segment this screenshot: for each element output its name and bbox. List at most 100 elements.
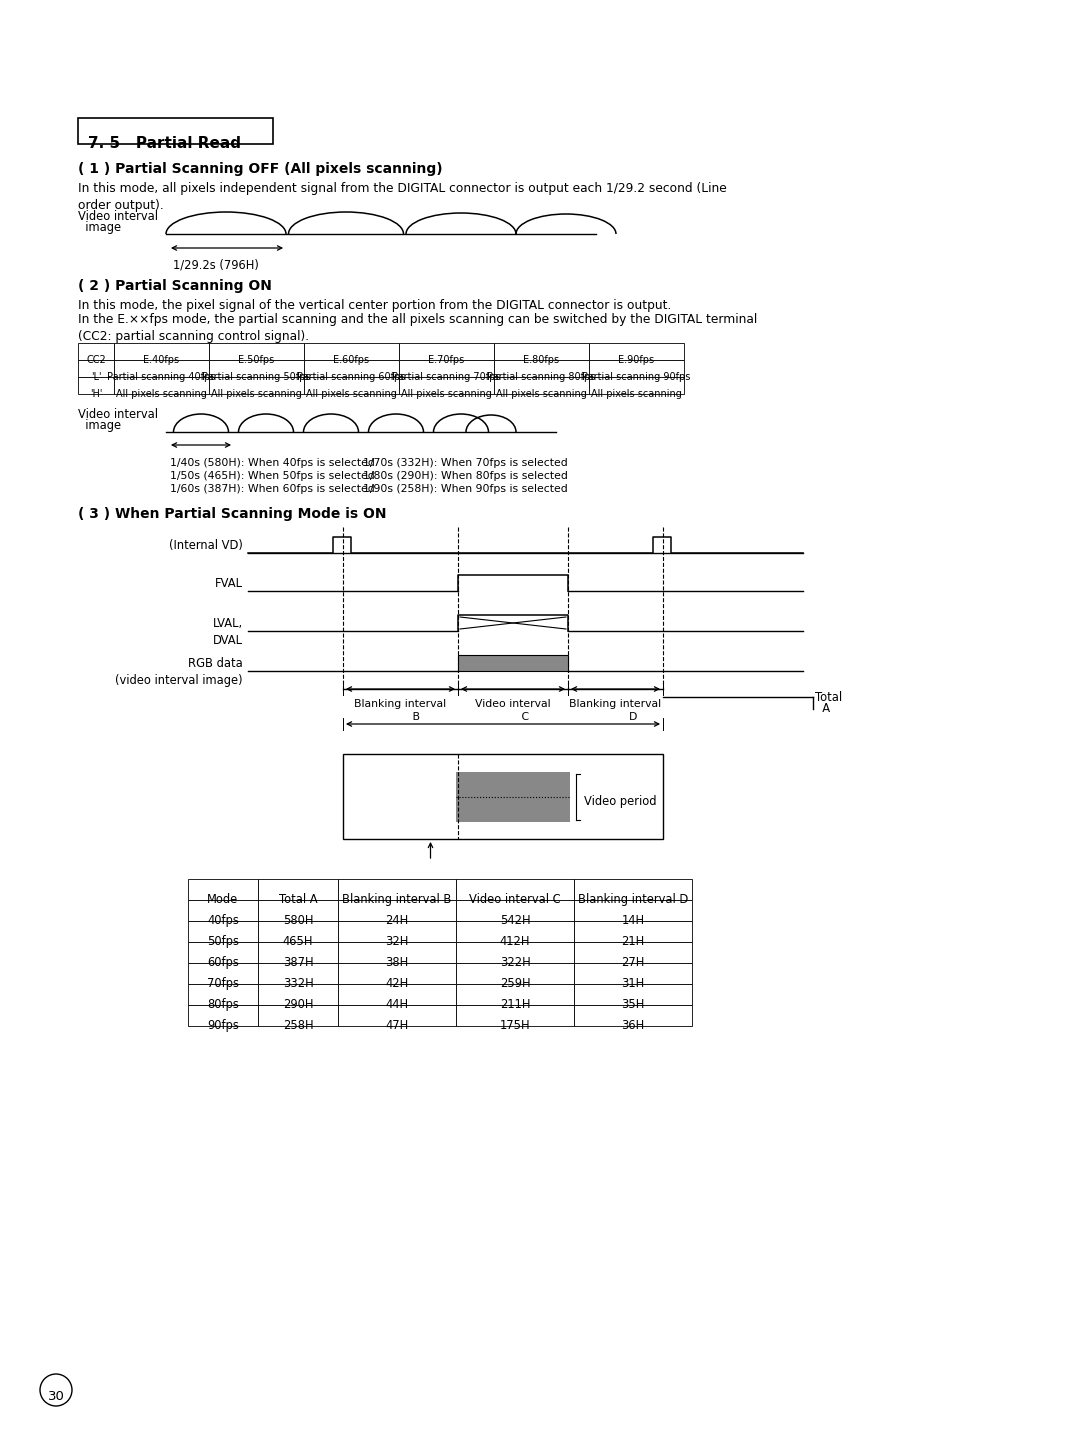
- Bar: [456, 900, 573, 920]
- Text: In this mode, all pixels independent signal from the DIGITAL connector is output: In this mode, all pixels independent sig…: [78, 182, 727, 213]
- Text: All pixels scanning: All pixels scanning: [116, 389, 207, 399]
- Text: 27H: 27H: [621, 956, 645, 969]
- Text: In this mode, the pixel signal of the vertical center portion from the DIGITAL c: In this mode, the pixel signal of the ve…: [78, 299, 672, 312]
- Bar: [258, 1005, 338, 1025]
- Bar: [114, 343, 210, 360]
- Text: (Internal VD): (Internal VD): [170, 538, 243, 551]
- Text: 1/40s (580H): When 40fps is selected
1/50s (465H): When 50fps is selected
1/60s : 1/40s (580H): When 40fps is selected 1/5…: [170, 458, 375, 494]
- Bar: [573, 964, 692, 984]
- Text: 80fps: 80fps: [207, 998, 239, 1011]
- Text: ( 1 ) Partial Scanning OFF (All pixels scanning): ( 1 ) Partial Scanning OFF (All pixels s…: [78, 162, 443, 177]
- Bar: [573, 1005, 692, 1025]
- Text: 47H: 47H: [386, 1020, 408, 1032]
- Bar: [258, 942, 338, 964]
- Bar: [188, 900, 258, 920]
- Text: 1/29.2s (796H): 1/29.2s (796H): [173, 258, 259, 271]
- Bar: [573, 879, 692, 900]
- Text: E.40fps: E.40fps: [144, 355, 179, 365]
- Text: E.60fps: E.60fps: [334, 355, 369, 365]
- Text: LVAL,
DVAL: LVAL, DVAL: [213, 617, 243, 648]
- Bar: [210, 378, 303, 393]
- Text: 38H: 38H: [386, 956, 408, 969]
- Text: 21H: 21H: [621, 935, 645, 948]
- Text: RGB data
(video interval image): RGB data (video interval image): [116, 658, 243, 686]
- Text: image: image: [78, 419, 121, 432]
- Bar: [338, 879, 456, 900]
- Text: Partial scanning 40fps: Partial scanning 40fps: [107, 372, 216, 382]
- Bar: [494, 360, 589, 378]
- Bar: [78, 360, 114, 378]
- Text: FVAL: FVAL: [215, 577, 243, 590]
- Text: Partial scanning 60fps: Partial scanning 60fps: [297, 372, 406, 382]
- Text: Blanking interval
         B: Blanking interval B: [354, 699, 446, 722]
- Text: ( 3 ) When Partial Scanning Mode is ON: ( 3 ) When Partial Scanning Mode is ON: [78, 507, 387, 521]
- Text: Blanking interval D: Blanking interval D: [578, 893, 688, 906]
- Bar: [456, 964, 573, 984]
- Text: E.50fps: E.50fps: [239, 355, 274, 365]
- Text: 290H: 290H: [283, 998, 313, 1011]
- Text: image: image: [78, 221, 121, 234]
- Text: All pixels scanning: All pixels scanning: [401, 389, 491, 399]
- Text: 70fps: 70fps: [207, 976, 239, 989]
- Text: 465H: 465H: [283, 935, 313, 948]
- Text: Partial scanning 80fps: Partial scanning 80fps: [487, 372, 596, 382]
- Text: Blanking interval
          D: Blanking interval D: [569, 699, 662, 722]
- Text: All pixels scanning: All pixels scanning: [306, 389, 397, 399]
- Bar: [338, 920, 456, 942]
- Bar: [573, 942, 692, 964]
- Text: Video interval: Video interval: [78, 210, 158, 223]
- Text: In the E.××fps mode, the partial scanning and the all pixels scanning can be swi: In the E.××fps mode, the partial scannin…: [78, 313, 757, 343]
- Text: 36H: 36H: [621, 1020, 645, 1032]
- Text: 175H: 175H: [500, 1020, 530, 1032]
- Bar: [258, 964, 338, 984]
- Text: 542H: 542H: [500, 913, 530, 928]
- Bar: [573, 900, 692, 920]
- Bar: [589, 378, 684, 393]
- Text: 332H: 332H: [283, 976, 313, 989]
- Text: 44H: 44H: [386, 998, 408, 1011]
- Text: Video interval C: Video interval C: [469, 893, 561, 906]
- Text: 31H: 31H: [621, 976, 645, 989]
- Text: Partial scanning 70fps: Partial scanning 70fps: [392, 372, 501, 382]
- Text: Video interval
       C: Video interval C: [475, 699, 551, 722]
- Text: E.80fps: E.80fps: [524, 355, 559, 365]
- Text: All pixels scanning: All pixels scanning: [496, 389, 586, 399]
- Text: All pixels scanning: All pixels scanning: [591, 389, 681, 399]
- Text: 'H': 'H': [90, 389, 103, 399]
- Bar: [303, 343, 399, 360]
- Bar: [456, 1005, 573, 1025]
- Text: Blanking interval B: Blanking interval B: [342, 893, 451, 906]
- Bar: [78, 378, 114, 393]
- Bar: [456, 984, 573, 1005]
- Bar: [458, 655, 568, 671]
- Bar: [188, 942, 258, 964]
- Bar: [399, 378, 494, 393]
- Text: 90fps: 90fps: [207, 1020, 239, 1032]
- Bar: [338, 964, 456, 984]
- Bar: [210, 360, 303, 378]
- Text: Total: Total: [815, 691, 842, 704]
- Bar: [188, 1005, 258, 1025]
- Text: 35H: 35H: [621, 998, 645, 1011]
- Text: 580H: 580H: [283, 913, 313, 928]
- Bar: [589, 343, 684, 360]
- Bar: [258, 900, 338, 920]
- Text: 42H: 42H: [386, 976, 408, 989]
- Bar: [589, 360, 684, 378]
- Bar: [188, 984, 258, 1005]
- Bar: [114, 378, 210, 393]
- Bar: [303, 360, 399, 378]
- Text: 1/70s (332H): When 70fps is selected
1/80s (290H): When 80fps is selected
1/90s : 1/70s (332H): When 70fps is selected 1/8…: [363, 458, 568, 494]
- Text: 387H: 387H: [283, 956, 313, 969]
- Bar: [573, 920, 692, 942]
- Text: Video interval: Video interval: [78, 408, 158, 421]
- Bar: [456, 773, 570, 821]
- Text: 60fps: 60fps: [207, 956, 239, 969]
- Text: ( 2 ) Partial Scanning ON: ( 2 ) Partial Scanning ON: [78, 279, 272, 293]
- Text: 259H: 259H: [500, 976, 530, 989]
- Text: 211H: 211H: [500, 998, 530, 1011]
- Circle shape: [40, 1374, 72, 1406]
- Text: 258H: 258H: [283, 1020, 313, 1032]
- Text: Video period: Video period: [584, 794, 657, 807]
- Bar: [456, 942, 573, 964]
